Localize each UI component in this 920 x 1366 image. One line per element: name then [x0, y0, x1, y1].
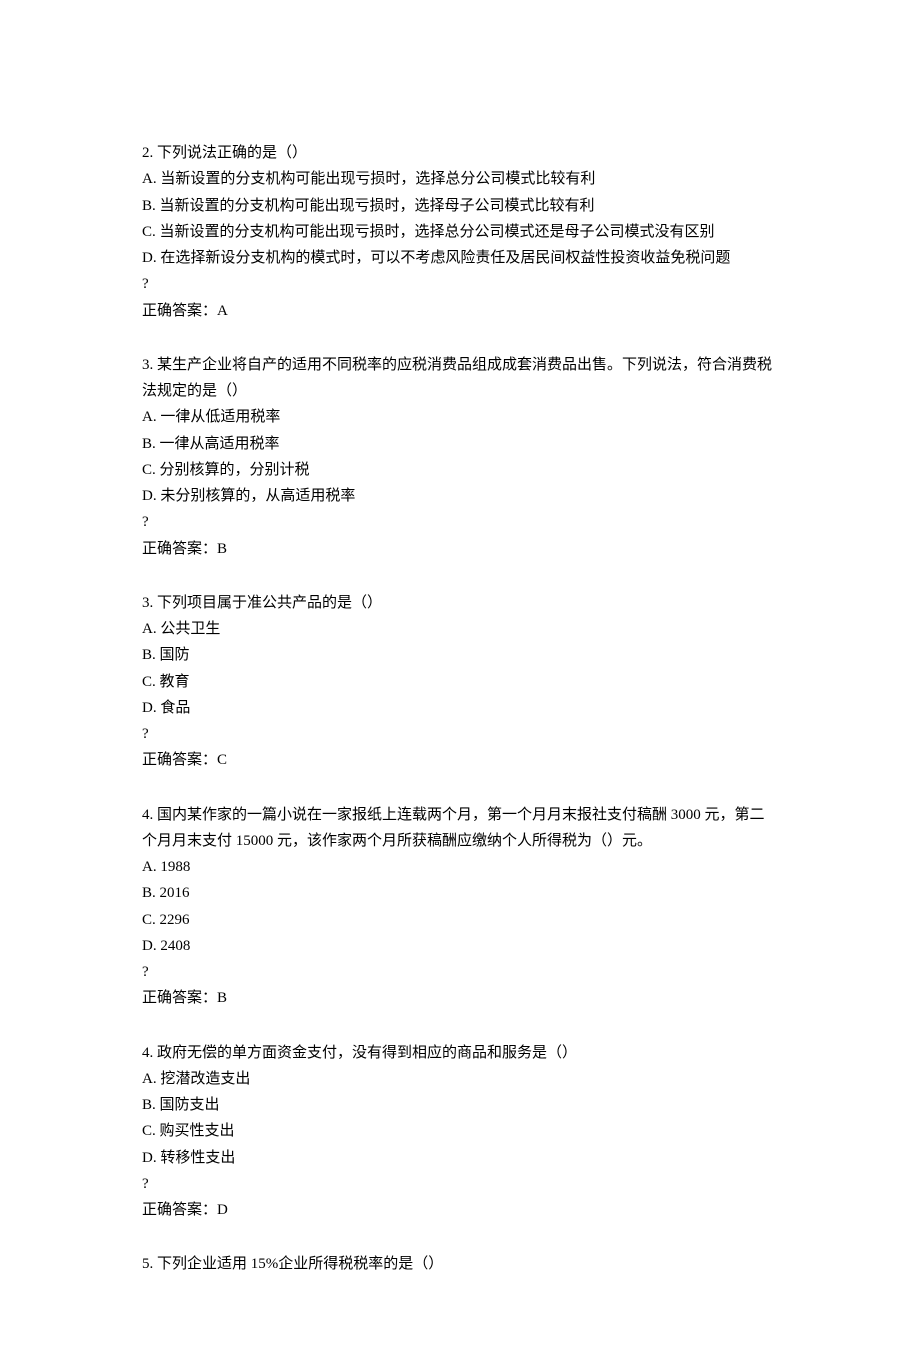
question-mark: ? — [142, 959, 778, 985]
question-answer: 正确答案：B — [142, 536, 778, 562]
question-option-a: A. 一律从低适用税率 — [142, 404, 778, 430]
question-option-c: C. 当新设置的分支机构可能出现亏损时，选择总分公司模式还是母子公司模式没有区别 — [142, 219, 778, 245]
question-answer: 正确答案：D — [142, 1197, 778, 1223]
question-block-1: 2. 下列说法正确的是（） A. 当新设置的分支机构可能出现亏损时，选择总分公司… — [142, 140, 778, 324]
question-mark: ? — [142, 721, 778, 747]
question-option-d: D. 2408 — [142, 933, 778, 959]
question-option-c: C. 2296 — [142, 907, 778, 933]
question-option-d: D. 食品 — [142, 695, 778, 721]
question-answer: 正确答案：B — [142, 985, 778, 1011]
question-block-5: 4. 政府无偿的单方面资金支付，没有得到相应的商品和服务是（） A. 挖潜改造支… — [142, 1040, 778, 1224]
question-stem: 4. 政府无偿的单方面资金支付，没有得到相应的商品和服务是（） — [142, 1040, 778, 1066]
question-option-c: C. 教育 — [142, 669, 778, 695]
question-option-a: A. 公共卫生 — [142, 616, 778, 642]
question-block-4: 4. 国内某作家的一篇小说在一家报纸上连载两个月，第一个月月末报社支付稿酬 30… — [142, 802, 778, 1012]
question-option-b: B. 国防 — [142, 642, 778, 668]
question-option-a: A. 1988 — [142, 854, 778, 880]
question-mark: ? — [142, 1171, 778, 1197]
question-stem: 5. 下列企业适用 15%企业所得税税率的是（） — [142, 1251, 778, 1277]
question-option-a: A. 当新设置的分支机构可能出现亏损时，选择总分公司模式比较有利 — [142, 166, 778, 192]
question-option-d: D. 未分别核算的，从高适用税率 — [142, 483, 778, 509]
question-mark: ? — [142, 271, 778, 297]
question-stem: 4. 国内某作家的一篇小说在一家报纸上连载两个月，第一个月月末报社支付稿酬 30… — [142, 802, 778, 855]
question-option-c: C. 分别核算的，分别计税 — [142, 457, 778, 483]
question-stem: 3. 某生产企业将自产的适用不同税率的应税消费品组成成套消费品出售。下列说法，符… — [142, 352, 778, 405]
question-block-3: 3. 下列项目属于准公共产品的是（） A. 公共卫生 B. 国防 C. 教育 D… — [142, 590, 778, 774]
question-stem: 3. 下列项目属于准公共产品的是（） — [142, 590, 778, 616]
question-answer: 正确答案：C — [142, 747, 778, 773]
question-option-a: A. 挖潜改造支出 — [142, 1066, 778, 1092]
question-block-6: 5. 下列企业适用 15%企业所得税税率的是（） — [142, 1251, 778, 1277]
question-option-d: D. 在选择新设分支机构的模式时，可以不考虑风险责任及居民间权益性投资收益免税问… — [142, 245, 778, 271]
question-option-d: D. 转移性支出 — [142, 1145, 778, 1171]
question-stem: 2. 下列说法正确的是（） — [142, 140, 778, 166]
question-option-b: B. 2016 — [142, 880, 778, 906]
question-option-b: B. 一律从高适用税率 — [142, 431, 778, 457]
question-option-b: B. 当新设置的分支机构可能出现亏损时，选择母子公司模式比较有利 — [142, 193, 778, 219]
question-answer: 正确答案：A — [142, 298, 778, 324]
question-option-c: C. 购买性支出 — [142, 1118, 778, 1144]
question-option-b: B. 国防支出 — [142, 1092, 778, 1118]
question-block-2: 3. 某生产企业将自产的适用不同税率的应税消费品组成成套消费品出售。下列说法，符… — [142, 352, 778, 562]
question-mark: ? — [142, 509, 778, 535]
